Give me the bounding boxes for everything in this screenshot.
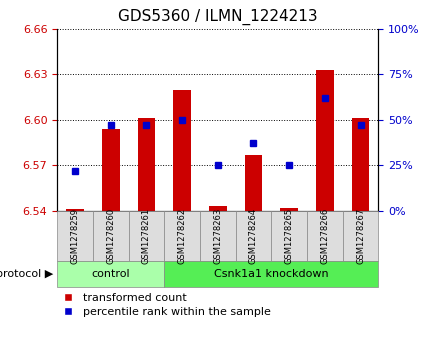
Text: GSM1278261: GSM1278261 <box>142 208 151 264</box>
Text: GSM1278265: GSM1278265 <box>285 208 293 264</box>
Bar <box>352 118 370 211</box>
Text: GSM1278259: GSM1278259 <box>70 208 80 264</box>
Bar <box>316 70 334 211</box>
Bar <box>245 155 262 211</box>
Legend: transformed count, percentile rank within the sample: transformed count, percentile rank withi… <box>63 292 271 317</box>
Text: Csnk1a1 knockdown: Csnk1a1 knockdown <box>214 269 329 279</box>
Bar <box>209 206 227 211</box>
Bar <box>173 90 191 211</box>
Text: GSM1278262: GSM1278262 <box>178 208 187 264</box>
Bar <box>66 209 84 211</box>
Text: control: control <box>92 269 130 279</box>
Text: GSM1278263: GSM1278263 <box>213 208 222 264</box>
Bar <box>280 208 298 211</box>
Bar <box>138 118 155 211</box>
Text: GSM1278264: GSM1278264 <box>249 208 258 264</box>
Text: GSM1278266: GSM1278266 <box>320 208 330 264</box>
Title: GDS5360 / ILMN_1224213: GDS5360 / ILMN_1224213 <box>118 9 318 25</box>
Text: GSM1278260: GSM1278260 <box>106 208 115 264</box>
Bar <box>102 129 120 211</box>
Text: protocol ▶: protocol ▶ <box>0 269 53 279</box>
Text: GSM1278267: GSM1278267 <box>356 208 365 264</box>
